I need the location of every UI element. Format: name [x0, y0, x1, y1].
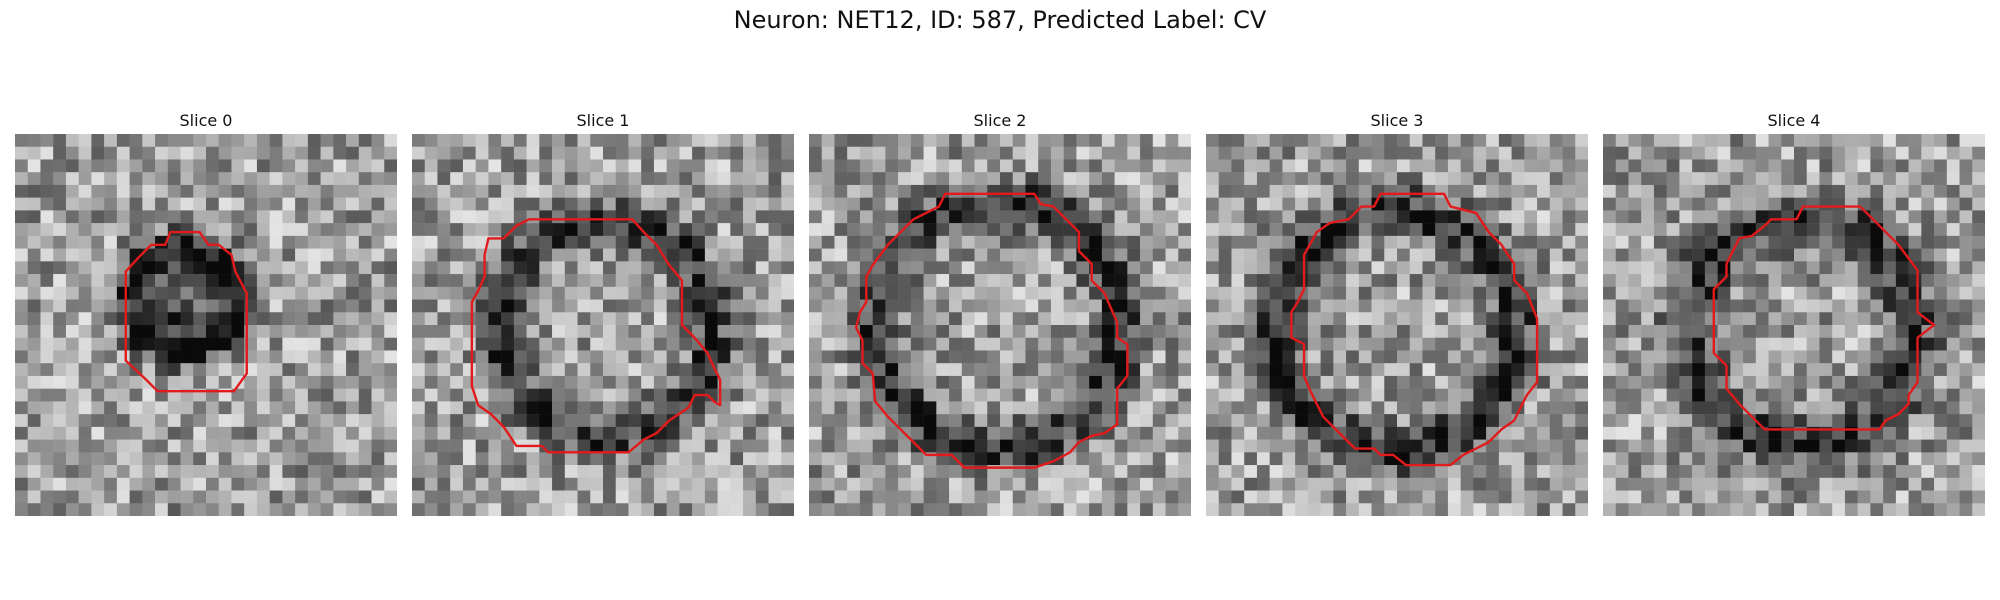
- slice-image-2: [809, 134, 1191, 516]
- slice-title: Slice 3: [1370, 111, 1424, 130]
- pixel-grid: [412, 134, 794, 516]
- slice-panel-3: Slice 3: [1206, 108, 1588, 516]
- cell-outline: [856, 194, 1127, 468]
- slice-panel-0: Slice 0: [15, 108, 397, 516]
- slice-title: Slice 2: [973, 111, 1027, 130]
- slice-image-1: [412, 134, 794, 516]
- slice-image-4: [1603, 134, 1985, 516]
- pixel-grid: [15, 134, 397, 516]
- pixel-grid: [1603, 134, 1985, 516]
- slice-panel-4: Slice 4: [1603, 108, 1985, 516]
- pixel-grid: [809, 134, 1191, 516]
- figure-title: Neuron: NET12, ID: 587, Predicted Label:…: [733, 6, 1267, 34]
- slice-title: Slice 1: [576, 111, 630, 130]
- slice-panel-2: Slice 2: [809, 108, 1191, 516]
- cell-outline: [1714, 207, 1934, 430]
- pixel-grid: [1206, 134, 1588, 516]
- slice-image-0: [15, 134, 397, 516]
- slice-title: Slice 4: [1767, 111, 1821, 130]
- cell-outline: [1291, 194, 1537, 465]
- cell-outline: [126, 232, 247, 391]
- cell-outline: [472, 219, 720, 452]
- slice-image-3: [1206, 134, 1588, 516]
- slice-title: Slice 0: [179, 111, 233, 130]
- slice-panel-1: Slice 1: [412, 108, 794, 516]
